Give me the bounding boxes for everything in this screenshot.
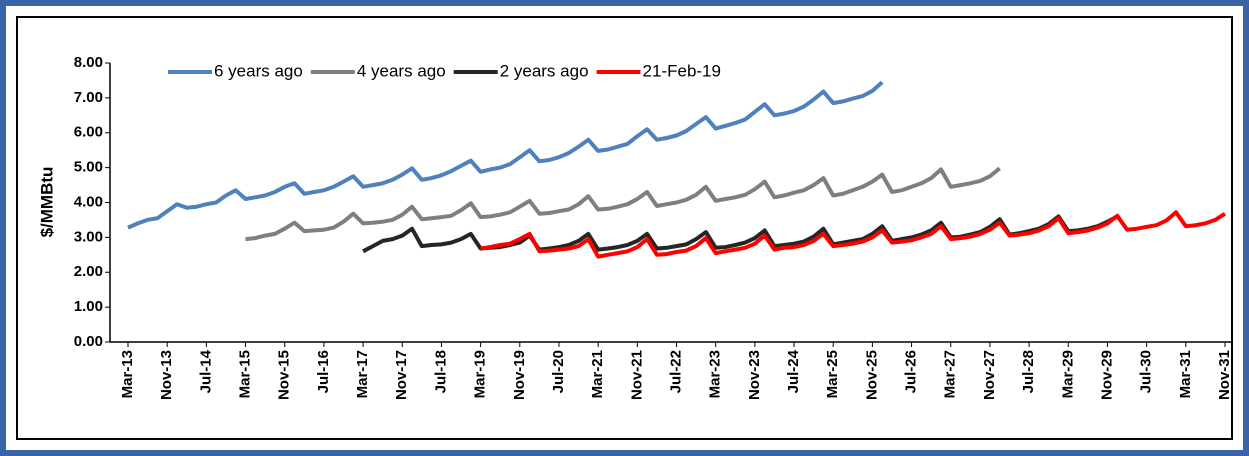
x-tick-label: Nov-27 — [981, 350, 998, 400]
y-tick-label: 0.00 — [74, 333, 103, 350]
x-tick-label: Nov-15 — [276, 350, 293, 400]
series-line — [245, 166, 1001, 242]
x-tick-label: Nov-29 — [1098, 350, 1115, 400]
legend-label: 4 years ago — [357, 61, 446, 80]
x-tick-label: Nov-17 — [393, 350, 410, 400]
x-tick-label: Mar-31 — [1177, 350, 1194, 398]
x-tick-label: Nov-23 — [746, 350, 763, 400]
legend-label: 6 years ago — [214, 61, 303, 80]
x-tick-label: Jul-22 — [667, 350, 684, 393]
x-tick-label: Jul-28 — [1020, 350, 1037, 393]
x-tick-label: Mar-25 — [824, 350, 841, 398]
y-tick-label: 1.00 — [74, 298, 103, 315]
y-tick-label: 2.00 — [74, 263, 103, 280]
x-tick-label: Mar-17 — [354, 350, 371, 398]
x-tick-label: Mar-29 — [1059, 350, 1076, 398]
y-axis-label: $/MMBtu — [37, 167, 56, 238]
x-tick-label: Jul-26 — [903, 350, 920, 393]
chart-frame — [16, 16, 1233, 440]
legend-label: 2 years ago — [500, 61, 589, 80]
legend-label: 21-Feb-19 — [643, 61, 721, 80]
series-line — [480, 210, 1227, 259]
y-tick-label: 8.00 — [74, 54, 103, 71]
x-tick-label: Nov-19 — [511, 350, 528, 400]
x-tick-label: Jul-24 — [785, 349, 802, 393]
x-tick-label: Jul-20 — [550, 350, 567, 393]
x-tick-label: Mar-19 — [472, 350, 489, 398]
x-tick-label: Mar-15 — [237, 350, 254, 398]
x-tick-label: Mar-23 — [707, 350, 724, 398]
x-tick-label: Mar-21 — [589, 350, 606, 398]
x-tick-label: Jul-30 — [1138, 350, 1155, 393]
x-tick-label: Nov-31 — [1216, 350, 1233, 400]
y-tick-label: 7.00 — [74, 89, 103, 106]
x-tick-label: Mar-27 — [942, 350, 959, 398]
x-tick-label: Jul-14 — [197, 349, 214, 393]
x-tick-label: Jul-16 — [315, 350, 332, 393]
y-tick-label: 4.00 — [74, 193, 103, 210]
y-tick-label: 3.00 — [74, 228, 103, 245]
x-tick-label: Nov-13 — [158, 350, 175, 400]
series-line — [127, 80, 884, 230]
x-tick-label: Nov-25 — [863, 350, 880, 400]
x-tick-label: Nov-21 — [628, 350, 645, 400]
y-tick-label: 5.00 — [74, 159, 103, 176]
x-tick-label: Mar-13 — [119, 350, 136, 398]
y-tick-label: 6.00 — [74, 124, 103, 141]
x-tick-label: Jul-18 — [432, 350, 449, 393]
